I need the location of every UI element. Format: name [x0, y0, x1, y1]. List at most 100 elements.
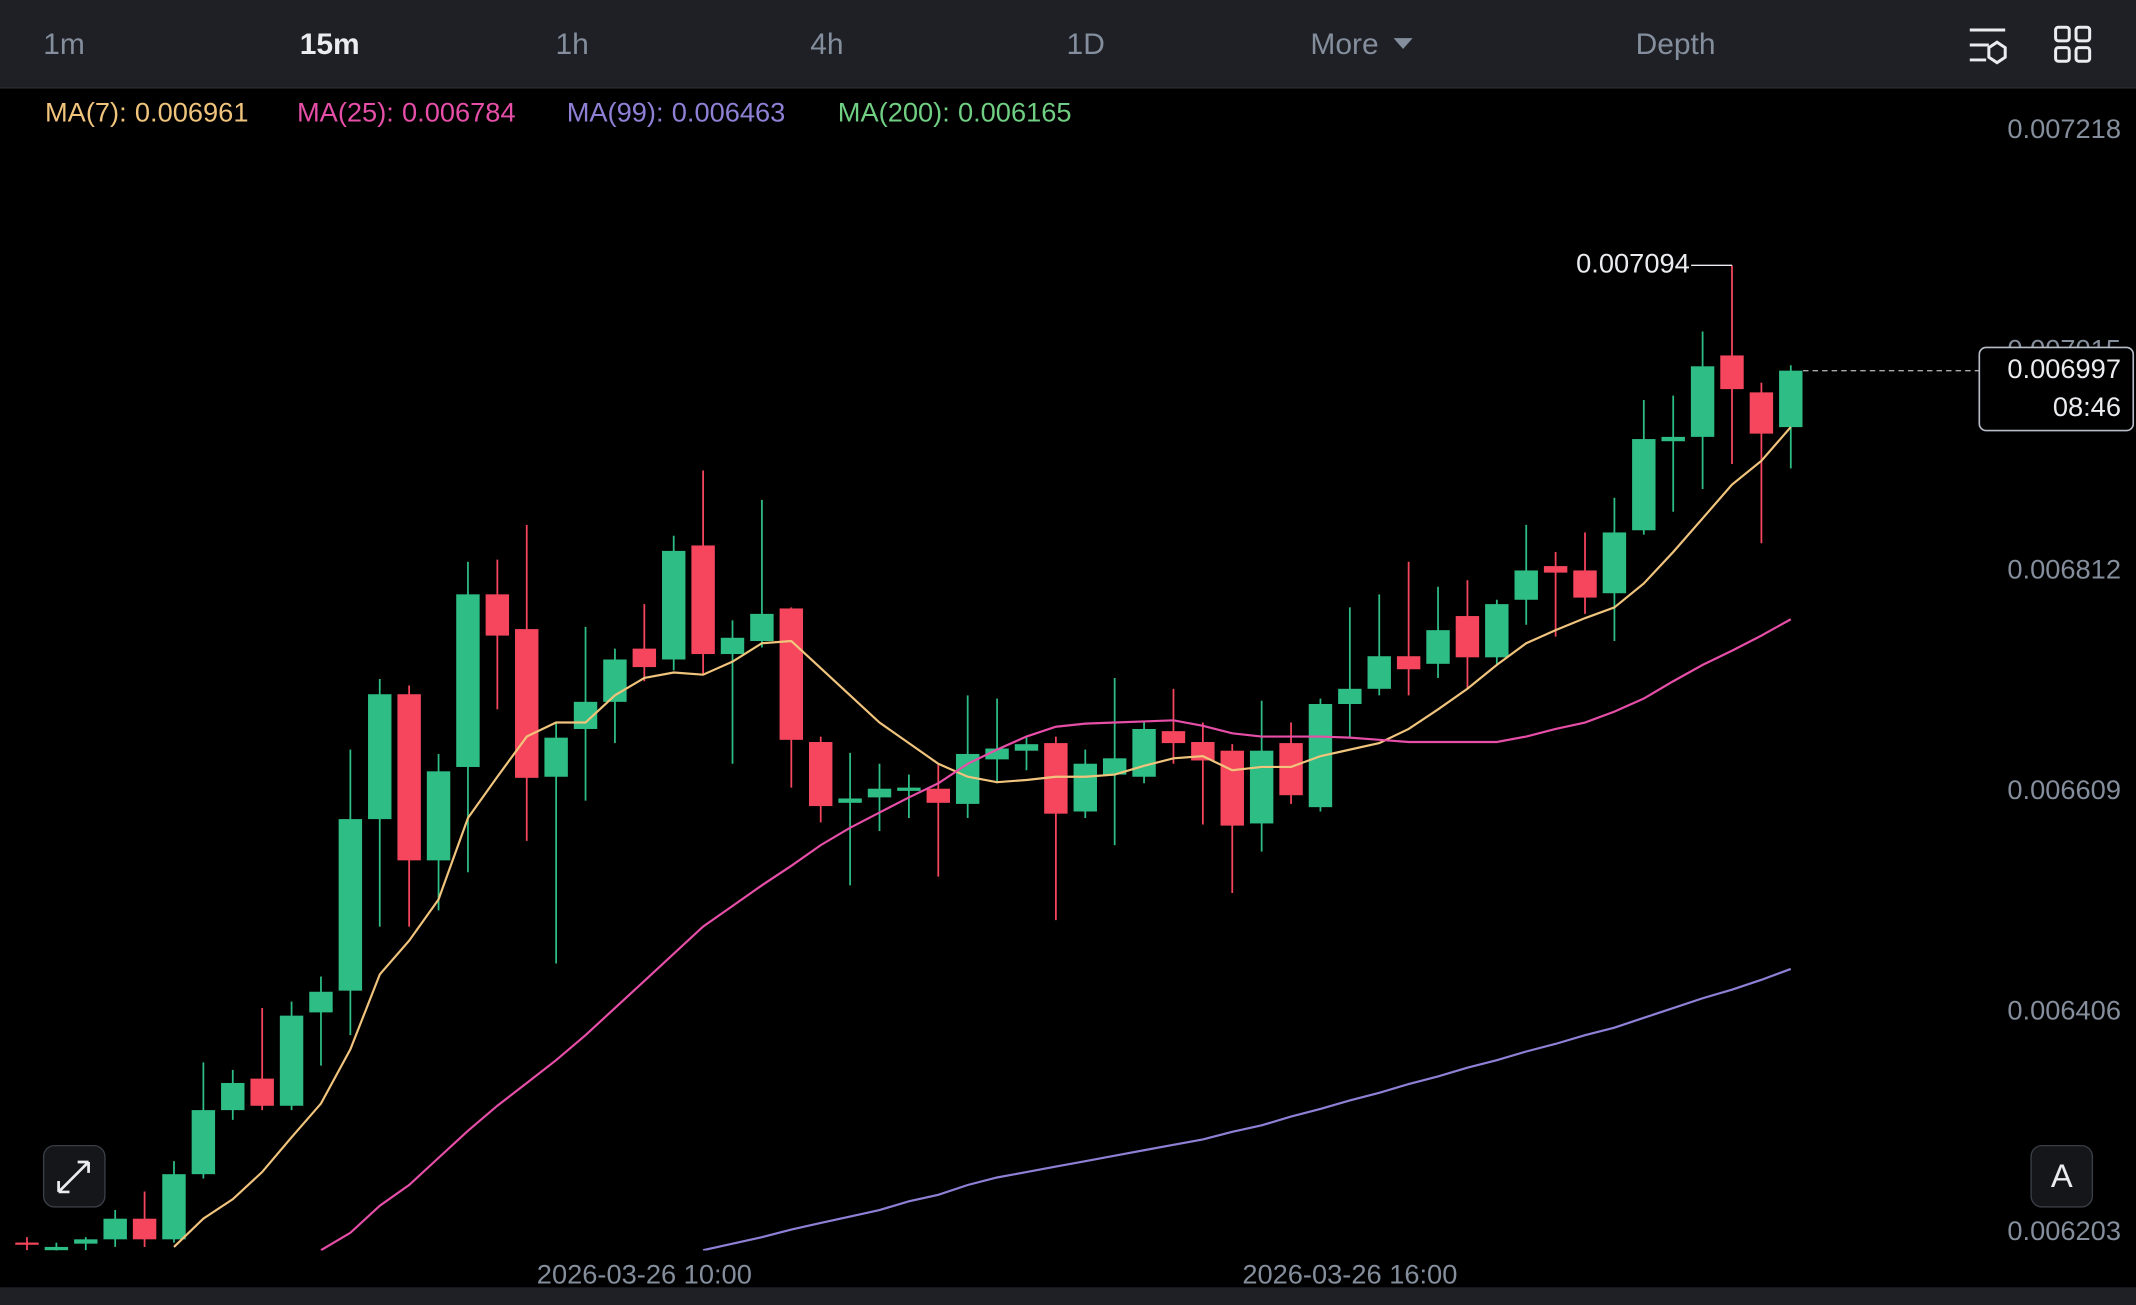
candle-body [985, 748, 1009, 760]
indicator-value: 0.006165 [958, 97, 1072, 128]
candle-body [1543, 566, 1568, 573]
candle-body [1044, 743, 1068, 814]
candle-body [1073, 763, 1097, 812]
settings-icon[interactable] [1969, 28, 2007, 65]
indicator-name: MA(25): [297, 97, 394, 128]
candle-body [162, 1174, 186, 1240]
candle-body [662, 550, 686, 660]
candle-body [1690, 366, 1715, 437]
timeframe-tab[interactable]: 15m [300, 28, 360, 61]
x-tick-label: 2026-03-26 16:00 [1242, 1259, 1457, 1290]
indicator-value: 0.006961 [135, 97, 249, 128]
candle-body [1514, 570, 1538, 600]
candle-body [1161, 731, 1186, 744]
candle-body [1779, 370, 1803, 428]
plot [15, 265, 1803, 1251]
candle-body [515, 629, 539, 778]
candle-body [1573, 570, 1597, 598]
candle-body [1367, 656, 1391, 689]
candle-body [456, 594, 480, 767]
timeframe-tab[interactable]: 4h [810, 28, 843, 61]
tab-bar [0, 0, 2136, 88]
indicator-legend: MA(200): 0.006165 [838, 97, 1072, 128]
indicator-legend: MA(99): 0.006463 [567, 97, 786, 128]
candle-body [1485, 604, 1509, 658]
candle-body [191, 1110, 216, 1175]
candle-body [250, 1078, 274, 1106]
y-tick-label: 0.006609 [2007, 774, 2121, 805]
candle-body [808, 742, 833, 807]
candle-body [309, 991, 333, 1013]
y-tick-label: 0.006203 [2007, 1215, 2121, 1246]
candle-body [338, 819, 363, 991]
candle-body [1279, 743, 1303, 796]
timeframe-tab[interactable]: Depth [1636, 28, 1716, 61]
y-tick-label: 0.007218 [2007, 113, 2121, 144]
indicator-value: 0.006784 [402, 97, 516, 128]
candle-body [867, 788, 892, 798]
candle-body [397, 694, 421, 861]
candle-body [485, 594, 510, 636]
y-tick-label: 0.006812 [2007, 554, 2121, 585]
candle-body [1132, 728, 1156, 777]
countdown-label: 08:46 [2053, 391, 2121, 422]
timeframe-tab[interactable]: 1h [555, 28, 588, 61]
bottom-bar [0, 1287, 2136, 1305]
timeframe-tab[interactable]: More [1310, 28, 1378, 61]
candle-body [1338, 688, 1362, 705]
candle-body [720, 637, 745, 655]
candle-body [1396, 656, 1421, 670]
candle-body [632, 648, 657, 668]
candle-body [74, 1239, 98, 1244]
candle-body [1426, 630, 1450, 664]
auto-scale-label: A [2051, 1157, 2073, 1194]
indicator-name: MA(7): [45, 97, 127, 128]
x-tick-label: 2026-03-26 10:00 [537, 1259, 752, 1290]
indicator-line [702, 967, 1792, 1251]
candle-body [779, 608, 804, 740]
candle-body [132, 1218, 157, 1240]
candle-body [1249, 750, 1274, 824]
indicator-legend: MA(7): 0.006961 [45, 97, 248, 128]
candle-body [1455, 616, 1480, 658]
candle-body [750, 613, 774, 642]
last-price-label: 0.006997 [2007, 353, 2121, 384]
candle-body [1632, 439, 1656, 531]
candle-body [1102, 758, 1127, 775]
indicator-name: MA(99): [567, 97, 664, 128]
candle-body [1220, 750, 1244, 826]
candle-body [103, 1218, 127, 1240]
indicator-name: MA(200): [838, 97, 950, 128]
indicator-legend: MA(25): 0.006784 [297, 97, 516, 128]
candle-body [426, 771, 451, 861]
auto-scale-button[interactable]: A [2030, 1144, 2094, 1208]
candle-body [897, 787, 921, 791]
candle-body [1661, 436, 1685, 442]
candle-body [1014, 744, 1039, 751]
candle-body [15, 1242, 39, 1245]
indicator-line [173, 426, 1792, 1248]
candle-body [1749, 392, 1774, 434]
timeframe-tab[interactable]: 1D [1067, 28, 1105, 61]
last-price-box [1978, 346, 2135, 432]
candle-body [279, 1015, 304, 1106]
indicator-value: 0.006463 [672, 97, 786, 128]
timeframe-tab[interactable]: 1m [43, 28, 85, 61]
y-tick-label: 0.006406 [2007, 995, 2121, 1026]
high-price-label: 0.007094 [1576, 248, 1690, 279]
layout-icon[interactable] [2054, 25, 2092, 63]
candle-body [838, 798, 862, 803]
indicator-line [320, 618, 1792, 1251]
candle-body [368, 694, 392, 820]
expand-button[interactable] [42, 1144, 106, 1208]
candle-body [544, 737, 568, 777]
candle-body [691, 545, 715, 655]
candle-body [44, 1246, 69, 1251]
candle-body [1720, 355, 1744, 390]
dropdown-arrow [1393, 38, 1413, 50]
candle-body [221, 1082, 245, 1111]
candle-body [926, 788, 951, 803]
candle-body [1602, 532, 1627, 594]
